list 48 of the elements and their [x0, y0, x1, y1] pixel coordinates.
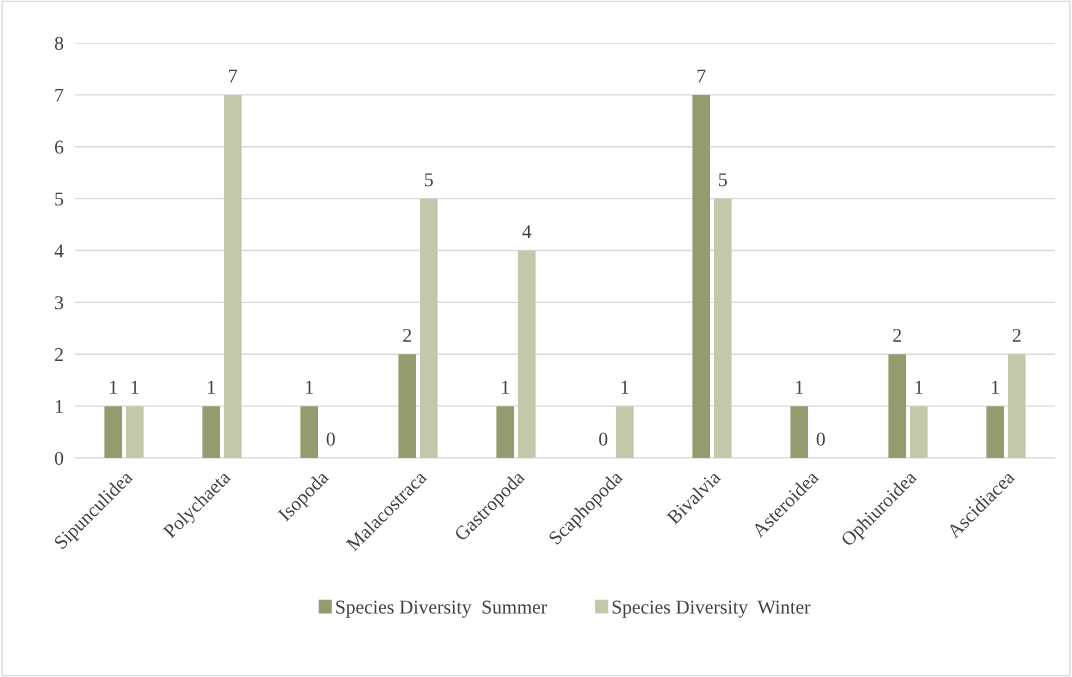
bar — [986, 406, 1005, 458]
data-label: 1 — [915, 380, 923, 394]
y-tick-label: 4 — [54, 244, 64, 258]
bar — [790, 406, 809, 458]
y-tick-label: 6 — [55, 140, 64, 154]
data-label: 1 — [131, 380, 139, 394]
bar — [419, 198, 438, 458]
data-label: 1 — [208, 380, 215, 394]
data-label: 2 — [893, 328, 902, 342]
bar — [713, 198, 732, 458]
bar — [125, 406, 144, 458]
bar — [888, 354, 907, 458]
bar — [202, 406, 221, 458]
data-label: 0 — [599, 432, 608, 446]
data-label: 1 — [992, 380, 999, 394]
data-label: 2 — [403, 328, 412, 342]
y-tick-label: 0 — [54, 451, 64, 465]
legend-label: Species Diversity Summer — [336, 600, 548, 618]
data-label: 5 — [425, 173, 433, 187]
data-label: 0 — [816, 432, 825, 446]
data-label: 1 — [306, 380, 313, 394]
data-label: 5 — [719, 173, 727, 187]
bar — [496, 406, 515, 458]
y-tick-label: 5 — [55, 192, 64, 206]
data-label: 1 — [796, 380, 803, 394]
data-label: 1 — [621, 380, 629, 394]
bar — [398, 354, 417, 458]
bar — [104, 406, 123, 458]
data-label: 2 — [1012, 328, 1021, 342]
data-label: 1 — [502, 380, 509, 394]
bar — [223, 94, 242, 458]
bar — [1007, 354, 1026, 458]
bar — [692, 94, 711, 458]
data-label: 1 — [110, 380, 117, 394]
data-label: 7 — [229, 69, 238, 83]
data-label: 4 — [522, 225, 532, 239]
data-label: 7 — [697, 69, 706, 83]
y-tick-label: 8 — [54, 36, 64, 50]
data-label: 0 — [326, 432, 335, 446]
bar — [615, 406, 634, 458]
legend-label: Species Diversity Winter — [612, 600, 811, 618]
y-tick-label: 3 — [55, 296, 64, 310]
bar — [517, 250, 536, 458]
bar — [909, 406, 928, 458]
y-tick-label: 1 — [55, 400, 63, 413]
bar — [300, 406, 319, 458]
y-tick-label: 7 — [55, 88, 64, 102]
y-tick-label: 2 — [55, 348, 63, 361]
